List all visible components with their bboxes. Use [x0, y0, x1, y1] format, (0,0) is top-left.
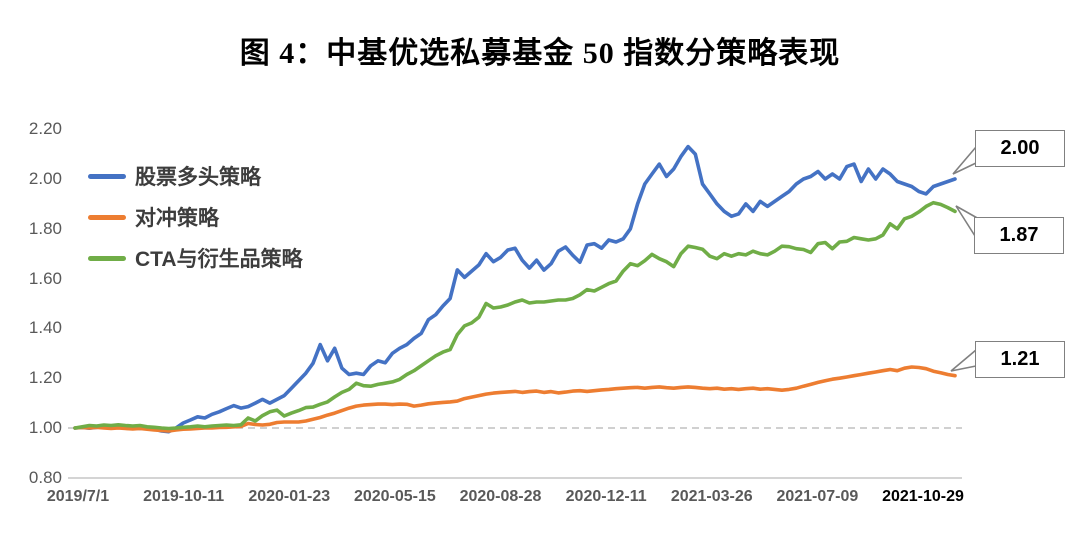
- legend-item-equity-long: 股票多头策略: [88, 162, 303, 190]
- x-tick-label: 2019-10-11: [143, 488, 225, 505]
- series-lines: [73, 144, 957, 434]
- y-tick-label: 2.00: [28, 169, 62, 188]
- x-tick-label: 2019/7/1: [46, 488, 110, 505]
- x-tick-label: 2020-01-23: [248, 488, 331, 505]
- legend-item-hedge: 对冲策略: [88, 203, 303, 231]
- legend: 股票多头策略 对冲策略 CTA与衍生品策略: [88, 162, 303, 285]
- y-tick-label: 1.20: [28, 368, 62, 388]
- y-tick-label: 0.80: [28, 467, 62, 487]
- end-value-callout-green: 1.87: [974, 217, 1064, 254]
- y-tick-label: 1.80: [28, 218, 62, 238]
- legend-label: CTA与衍生品策略: [135, 248, 303, 271]
- end-value-callout-orange: 1.21: [975, 341, 1065, 378]
- chart-title: 图 4：中基优选私募基金 50 指数分策略表现: [239, 37, 841, 70]
- series-line-股票多头策略: [73, 144, 957, 434]
- x-tick-label: 2020-08-28: [459, 488, 542, 505]
- x-tick-label: 2021-10-29: [882, 488, 964, 505]
- y-tick-label: 1.40: [28, 318, 62, 338]
- y-tick-label: 1.60: [28, 268, 62, 288]
- legend-label: 股票多头策略: [135, 166, 261, 189]
- legend-line-swatch-blue: [88, 173, 126, 179]
- legend-line-swatch-green: [88, 255, 126, 261]
- x-tick-label: 2020-12-11: [565, 488, 647, 505]
- legend-label: 对冲策略: [135, 207, 219, 230]
- callout-tail-blue: [952, 146, 977, 175]
- y-tick-label: 1.00: [28, 418, 62, 437]
- legend-line-swatch-orange: [88, 214, 126, 220]
- x-tick-label: 2021-03-26: [670, 488, 753, 505]
- callout-tail-orange: [950, 349, 977, 372]
- series-line-对冲策略: [73, 365, 957, 433]
- x-tick-label: 2021-07-09: [776, 488, 859, 505]
- callout-tail-green: [955, 205, 980, 237]
- end-value-callout-blue: 2.00: [975, 130, 1065, 167]
- legend-item-cta: CTA与衍生品策略: [88, 244, 303, 272]
- series-line-CTA与衍生品策略: [73, 200, 957, 431]
- y-tick-label: 2.20: [28, 119, 62, 139]
- x-tick-label: 2020-05-15: [353, 488, 436, 505]
